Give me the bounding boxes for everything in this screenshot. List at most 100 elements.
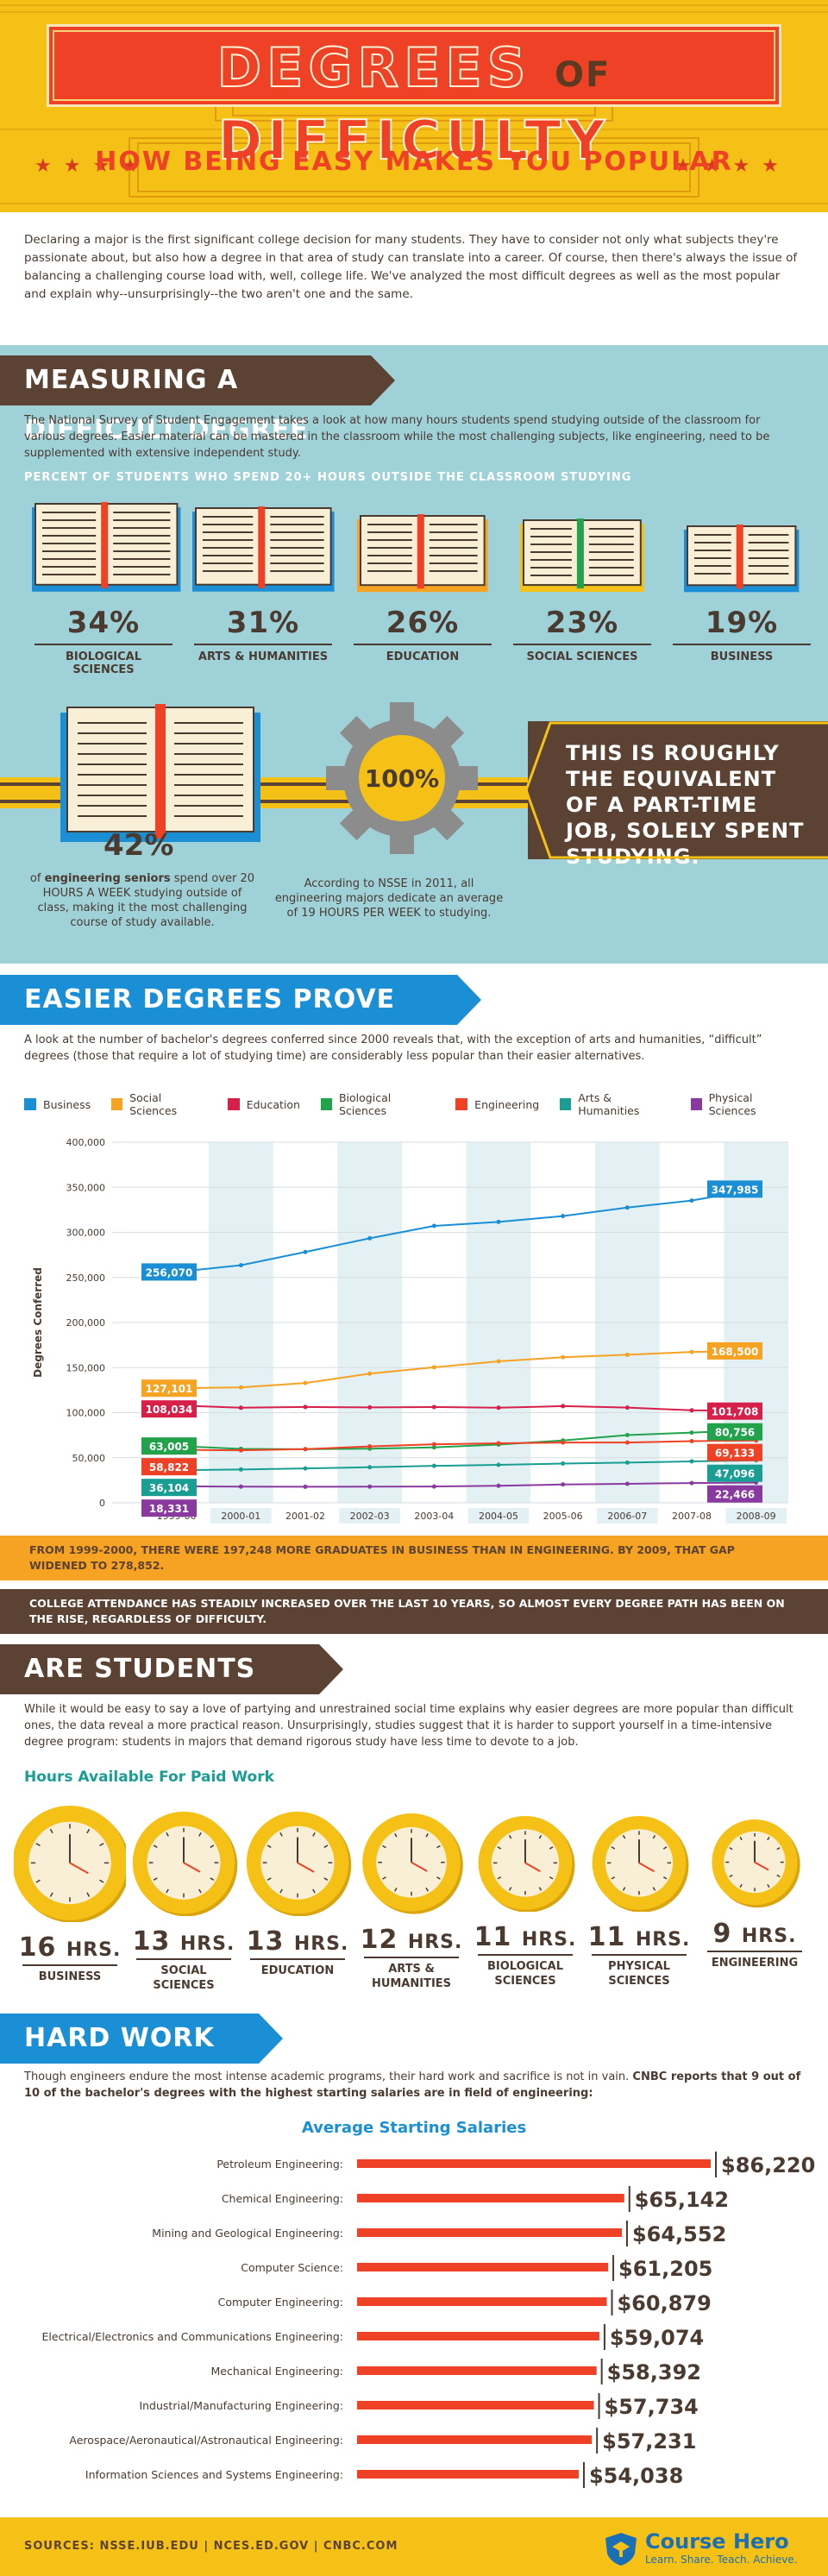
salary-chart-title: Average Starting Salaries — [301, 2119, 527, 2137]
business-gap-text: FROM 1999-2000, THERE WERE 197,248 MORE … — [29, 1543, 735, 1572]
data-point — [561, 1440, 566, 1445]
data-point — [689, 1408, 694, 1413]
book-percent: 31% — [226, 605, 300, 640]
start-value-label: 108,034 — [146, 1404, 193, 1416]
start-label-box — [141, 1379, 197, 1398]
clock-icon — [712, 1819, 800, 1908]
legend-item: Physical Sciences — [690, 1091, 797, 1117]
attendance-text: COLLEGE ATTENDANCE HAS STEADILY INCREASE… — [29, 1597, 785, 1625]
end-label-box — [707, 1464, 762, 1482]
x-tick-label: 2006-07 — [607, 1511, 647, 1522]
data-point — [431, 1442, 436, 1447]
clock-hours: 13 HRS. — [132, 1926, 235, 1957]
y-tick-label: 200,000 — [66, 1317, 106, 1329]
start-label-box — [141, 1479, 197, 1497]
data-point — [689, 1459, 694, 1464]
x-tick-box — [725, 1508, 787, 1524]
clock-hours: 11 HRS. — [474, 1922, 577, 1953]
y-tick-label: 350,000 — [66, 1182, 106, 1193]
end-value-label: 22,466 — [715, 1489, 755, 1501]
book-card: 31% ARTS & HUMANITIES — [190, 506, 336, 663]
book-card: 23% SOCIAL SCIENCES — [509, 518, 656, 663]
data-point — [238, 1385, 243, 1390]
section1-paragraph: The National Survey of Student Engagemen… — [24, 414, 770, 460]
data-point — [367, 1404, 373, 1410]
clock-card: 12 HRS. ARTS & HUMANITIES — [355, 1811, 467, 1991]
series-line — [176, 1188, 756, 1273]
end-value-label: 347,985 — [712, 1184, 759, 1196]
star-icons-left: ★★★★ — [34, 155, 151, 177]
clock-label: ARTS & HUMANITIES — [364, 1956, 459, 1991]
header: DEGREES OF DIFFICULTY ★★★★ ★★★★ HOW BEIN… — [0, 0, 828, 212]
end-label-box — [707, 1443, 762, 1461]
clock-card: 11 HRS. BIOLOGICAL SCIENCES — [469, 1813, 581, 1989]
book-percent: 23% — [545, 605, 619, 640]
end-label-box — [707, 1180, 762, 1198]
page-title: DEGREES OF DIFFICULTY — [216, 35, 612, 173]
clock-hours: 12 HRS. — [360, 1924, 463, 1955]
salary-value-label: $65,142 — [635, 2188, 729, 2212]
series-line — [176, 1459, 756, 1472]
series-line — [176, 1439, 756, 1452]
legend-label: Biological Sciences — [338, 1091, 392, 1117]
salary-bar-chart: Petroleum Engineering: $86,220 Chemical En… — [42, 2152, 815, 2488]
x-tick-label: 2004-05 — [479, 1511, 518, 1522]
clock-label: SOCIAL SCIENCES — [136, 1958, 231, 1993]
section3-paragraph: While it would be easy to say a love of … — [24, 1703, 794, 1749]
x-tick-box — [274, 1508, 336, 1524]
data-point — [431, 1365, 436, 1370]
book-label: SOCIAL SCIENCES — [513, 643, 651, 663]
x-tick-label: 2002-03 — [350, 1511, 390, 1522]
salary-category-label: Computer Engineering: — [218, 2296, 343, 2309]
salary-category-label: Mining and Geological Engineering: — [152, 2227, 343, 2240]
data-point — [238, 1484, 243, 1489]
data-point — [431, 1223, 436, 1228]
data-point — [624, 1460, 630, 1465]
section4-paragraph: Though engineers endure the most intense… — [24, 2070, 801, 2100]
title-banner: DEGREES OF DIFFICULTY — [47, 24, 781, 173]
page-subtitle: HOW BEING EASY MAKES YOU POPULAR — [95, 147, 733, 177]
clock-icon — [12, 1805, 130, 1923]
legend-swatch — [560, 1098, 572, 1110]
clock-label: BIOLOGICAL SCIENCES — [478, 1954, 573, 1989]
end-value-label: 80,756 — [715, 1427, 755, 1439]
section-title-difficult: MEASURING A DIFFICULT DEGREE — [0, 355, 395, 445]
salary-bar — [357, 2194, 624, 2202]
data-point — [496, 1405, 501, 1411]
data-point — [561, 1482, 566, 1487]
data-point — [303, 1466, 308, 1471]
data-point — [303, 1447, 308, 1452]
salary-value-label: $86,220 — [721, 2153, 815, 2177]
data-point — [238, 1263, 243, 1268]
book-percent: 19% — [705, 605, 779, 640]
salary-category-label: Chemical Engineering: — [222, 2192, 343, 2205]
data-point — [238, 1405, 243, 1411]
legend-swatch — [227, 1098, 240, 1110]
legend-label: Education — [246, 1097, 300, 1111]
x-tick-label: 2005-06 — [543, 1511, 583, 1522]
data-point — [624, 1352, 630, 1357]
legend-item: Engineering — [455, 1091, 539, 1117]
data-point — [367, 1465, 373, 1470]
clock-card: 9 HRS. ENGINEERING — [699, 1817, 811, 1970]
data-point — [431, 1484, 436, 1489]
clock-card: 16 HRS. BUSINESS — [12, 1803, 130, 1985]
end-label-box — [707, 1341, 762, 1360]
clock-hours: 9 HRS. — [712, 1918, 797, 1949]
book-card: 34% BIOLOGICAL SCIENCES — [30, 502, 181, 676]
nsse-description: According to NSSE in 2011, all engineeri… — [274, 877, 504, 920]
x-tick-label: 2000-01 — [221, 1511, 260, 1522]
salary-category-label: Industrial/Manufacturing Engineering: — [139, 2399, 343, 2412]
start-value-label: 63,005 — [149, 1441, 189, 1453]
data-point — [431, 1404, 436, 1410]
data-point — [624, 1432, 630, 1437]
salary-bar — [357, 2435, 593, 2444]
clock-icon — [246, 1811, 352, 1917]
start-value-label: 256,070 — [146, 1266, 193, 1279]
legend-item: Social Sciences — [111, 1091, 207, 1117]
box-border-lines — [526, 721, 828, 859]
end-value-label: 69,133 — [715, 1448, 755, 1460]
x-tick-box — [467, 1508, 530, 1524]
legend-swatch — [455, 1098, 468, 1110]
